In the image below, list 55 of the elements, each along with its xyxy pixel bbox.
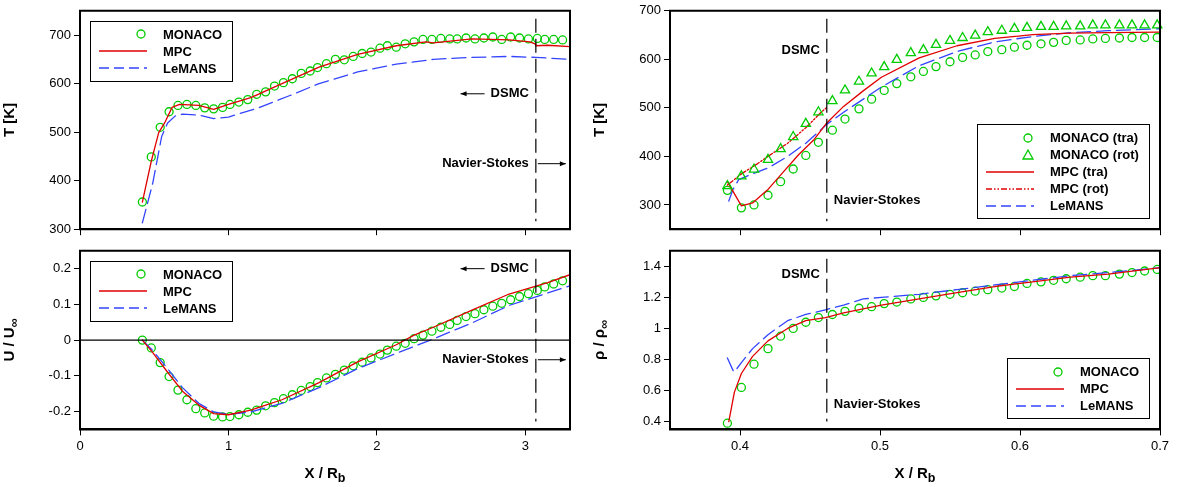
annotation: Navier-Stokes: [442, 351, 529, 367]
legend-label: LeMANS: [1080, 398, 1134, 414]
y-tick-label: 700: [49, 26, 71, 42]
x-tick-label: 0.7: [1150, 437, 1170, 453]
x-tick-label: 0.4: [730, 437, 750, 453]
y-tick-label: 1.4: [642, 257, 661, 273]
x-tick-label: 0: [76, 437, 84, 453]
annotation: Navier-Stokes: [442, 155, 529, 171]
legend-label: MONACO: [1080, 364, 1140, 380]
x-axis-title: X / R$_{b}$: [303, 464, 347, 485]
y-tick-label: 600: [639, 50, 661, 66]
legend-label: MPC: [1080, 381, 1109, 397]
legend-label: MONACO: [163, 26, 223, 42]
x-tick-label: 2: [373, 437, 381, 453]
y-tick-label: 0.6: [642, 382, 661, 398]
y-axis-title: T [K]: [590, 101, 608, 140]
annotation: Navier-Stokes: [833, 395, 921, 411]
legend-label: MPC: [163, 43, 192, 59]
annotation: DSMC: [490, 260, 530, 276]
y-tick-label: 1.2: [642, 288, 661, 304]
annotation: Navier-Stokes: [833, 192, 921, 208]
annotation: DSMC: [781, 265, 821, 281]
annotation: DSMC: [781, 41, 821, 57]
x-tick-label: 3: [521, 437, 530, 453]
legend-label: LeMANS: [1050, 198, 1104, 214]
x-tick-label: 0.6: [1010, 437, 1030, 453]
legend-label: MPC (tra): [1050, 164, 1108, 180]
y-tick-label: 300: [49, 220, 71, 236]
legend-label: LeMANS: [163, 60, 217, 76]
y-tick-label: 500: [639, 99, 661, 115]
y-axis-title: T [K]: [0, 101, 18, 140]
x-tick-label: 0.5: [870, 437, 890, 453]
y-tick-label: 0: [63, 331, 71, 347]
y-tick-label: 400: [49, 172, 71, 188]
y-tick-label: 0.2: [52, 260, 71, 276]
y-tick-label: -0.1: [48, 367, 71, 383]
legend-label: MPC (rot): [1050, 181, 1109, 197]
legend-label: LeMANS: [163, 300, 217, 316]
y-tick-label: 0.8: [642, 351, 661, 367]
legend-label: MPC: [163, 283, 192, 299]
y-tick-label: 0.4: [642, 413, 661, 429]
y-tick-label: 600: [49, 75, 71, 91]
annotation: DSMC: [490, 85, 530, 101]
y-tick-label: -0.2: [48, 403, 71, 419]
legend-label: MONACO (rot): [1050, 147, 1139, 163]
legend-label: MONACO (tra): [1050, 130, 1139, 146]
y-tick-label: 1: [653, 320, 661, 336]
y-tick-label: 0.1: [52, 295, 71, 311]
y-tick-label: 300: [639, 196, 661, 212]
x-tick-label: 1: [224, 437, 233, 453]
y-tick-label: 700: [639, 2, 661, 18]
x-axis-title: X / R$_{b}$: [893, 464, 937, 485]
legend-label: MONACO: [163, 266, 223, 282]
y-tick-label: 500: [49, 123, 71, 139]
y-tick-label: 400: [639, 147, 661, 163]
